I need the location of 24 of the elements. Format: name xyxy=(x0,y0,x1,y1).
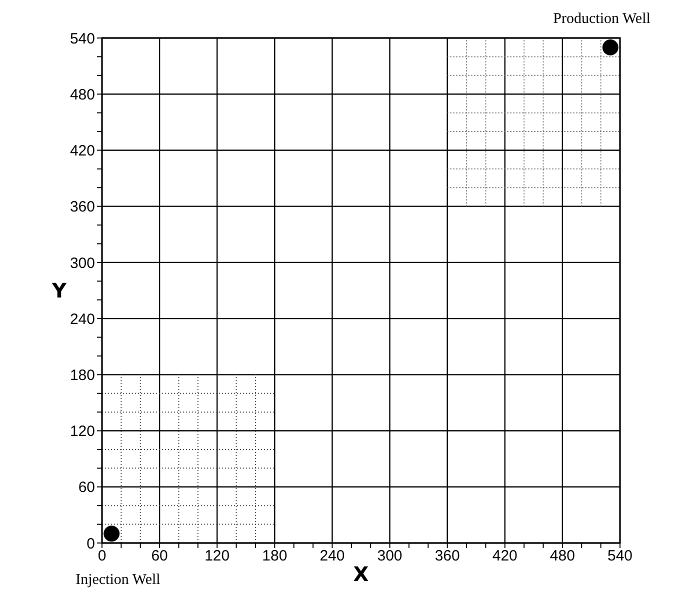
y-tick-label: 180 xyxy=(70,366,95,384)
y-tick-label: 60 xyxy=(78,479,95,496)
y-tick-label: 420 xyxy=(70,142,95,160)
x-axis-title: X xyxy=(353,562,370,586)
x-tick-label: 120 xyxy=(204,548,230,565)
x-tick-label: 360 xyxy=(434,548,460,565)
x-tick-label: 240 xyxy=(320,548,345,565)
x-tick-label: 480 xyxy=(550,548,575,565)
y-tick-label: 360 xyxy=(70,198,95,216)
x-tick-label: 300 xyxy=(377,548,402,565)
y-tick-label: 540 xyxy=(70,30,95,48)
x-tick-label: 180 xyxy=(262,548,288,565)
y-axis-title: Y xyxy=(51,278,67,303)
y-tick-label: 480 xyxy=(70,86,95,104)
annotation: Injection Well xyxy=(76,572,160,589)
x-tick-label: 420 xyxy=(492,548,518,565)
annotation: Production Well xyxy=(553,11,650,28)
y-tick-label: 300 xyxy=(70,254,95,272)
x-tick-label: 0 xyxy=(98,548,106,565)
x-tick-label: 60 xyxy=(151,548,168,565)
y-tick-label: 120 xyxy=(70,423,95,440)
y-tick-label: 240 xyxy=(70,310,95,328)
x-tick-label: 540 xyxy=(607,548,633,565)
y-tick-label: 0 xyxy=(86,535,95,552)
